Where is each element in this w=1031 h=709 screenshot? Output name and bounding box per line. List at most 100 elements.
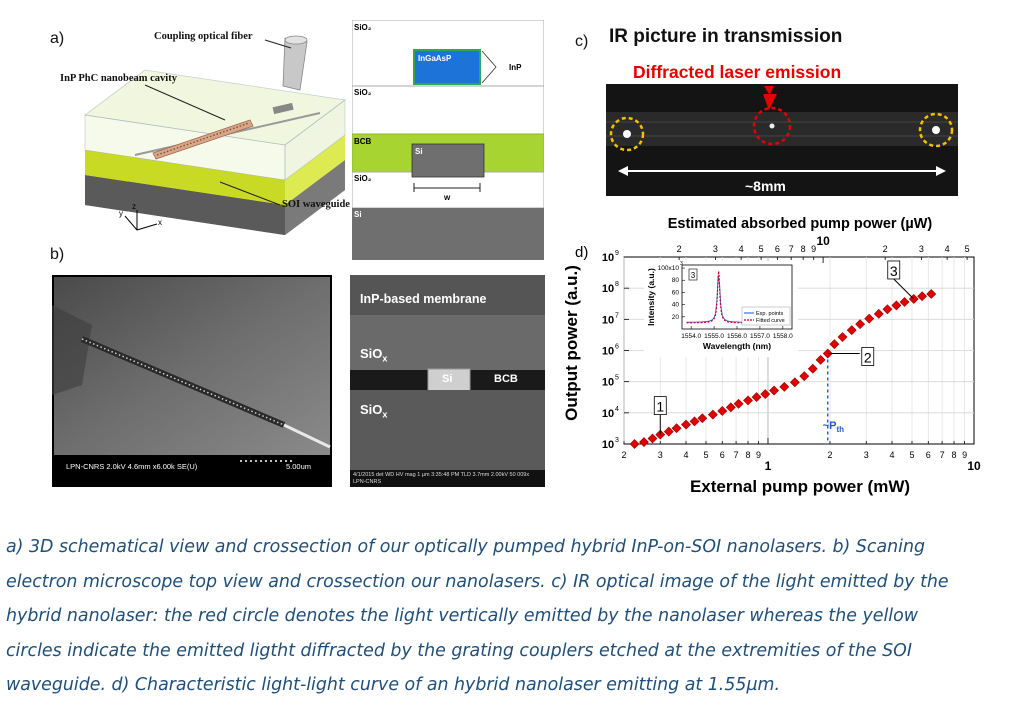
data-point — [864, 313, 875, 324]
label-sio2-mid: SiO₂ — [354, 88, 372, 97]
si-cross-label: Si — [442, 373, 453, 385]
x-tick-label: 7 — [734, 450, 739, 460]
data-point — [829, 339, 840, 350]
ir-image — [606, 84, 958, 196]
data-point — [655, 429, 666, 440]
x-tick-label: 7 — [940, 450, 945, 460]
data-point — [855, 319, 866, 330]
top-tick-label: 4 — [945, 244, 950, 254]
top-tick-label: 2 — [883, 244, 888, 254]
inset-legend-exp: Exp. points — [756, 311, 783, 317]
membrane-label: InP-based membrane — [360, 292, 487, 306]
data-series — [629, 289, 937, 449]
cavity-label: InP PhC nanobeam cavity — [60, 73, 177, 84]
y-tick-exponent: 4 — [615, 406, 619, 413]
y-tick-label: 10 — [602, 252, 614, 264]
y-tick-label: 10 — [602, 346, 614, 358]
red-circle — [752, 106, 792, 146]
si-core — [411, 143, 485, 178]
top-tick-label: 5 — [965, 244, 970, 254]
inset-legend-fit: Fitted curve — [756, 318, 785, 324]
x-tick-label: 3 — [864, 450, 869, 460]
nanobeam-holes — [81, 338, 285, 426]
caption-line: waveguide. d) Characteristic light-light… — [6, 675, 780, 695]
y-tick-label: 10 — [602, 408, 614, 420]
axis-y-label: y — [119, 209, 123, 218]
label-ingaasp: InGaAsP — [418, 54, 452, 63]
nanobeam-cavity — [152, 119, 254, 160]
data-point — [873, 308, 884, 319]
annotation-leader — [893, 278, 915, 300]
annotation-label: 3 — [890, 263, 898, 279]
annotation-box — [861, 347, 875, 366]
light-light-chart: d) Estimated absorbed pump power (µW) Ex… — [562, 216, 981, 496]
top-tick-label: 10 — [816, 234, 830, 248]
label-sio2-bottom: SiO₂ — [354, 174, 372, 183]
data-point — [671, 423, 682, 434]
axis-z-label: z — [132, 202, 136, 211]
red-arrow — [763, 86, 777, 110]
threshold-label-sub: th — [837, 425, 845, 434]
x-tick-label: 8 — [746, 450, 751, 460]
top-tick-label: 9 — [811, 244, 816, 254]
top-axis-title: Estimated absorbed pump power (µW) — [668, 216, 933, 232]
data-point — [663, 426, 674, 437]
top-tick-label: 4 — [739, 244, 744, 254]
data-point — [760, 389, 771, 399]
grating-coupler — [272, 102, 294, 115]
x-tick-label: 6 — [926, 450, 931, 460]
x-tick-label: 5 — [703, 450, 708, 460]
inset-y-tick-label: 80 — [672, 277, 680, 284]
sem-top-scale: 5.00um — [286, 462, 312, 471]
inset-x-tick-label: 1558.0 — [773, 333, 793, 340]
data-point — [647, 433, 658, 444]
x-tick-label: 1 — [765, 459, 772, 473]
x-tick-label: 2 — [827, 450, 832, 460]
panel-label-b: b) — [50, 246, 65, 263]
right-yellow-circle — [918, 112, 954, 148]
inset-x-tick-label: 1554.0 — [681, 333, 701, 340]
inset-y-multiplier-exp: 3 — [680, 261, 683, 267]
axis-x-label: x — [158, 218, 162, 227]
spectrum-inset: 1554.0 1555.0 1556.0 1557.0 1558.0 20 40 60 80 10… — [644, 261, 798, 357]
data-point — [707, 409, 718, 420]
inset-x-label: Wavelength (nm) — [703, 341, 771, 351]
inp-membrane-region — [350, 275, 545, 315]
caption-line: a) 3D schematical view and crossection o… — [6, 537, 926, 557]
layer-sio2-mid — [352, 85, 544, 135]
data-point — [789, 377, 800, 388]
schematic-3d: z x y — [83, 35, 347, 235]
left-yellow-circle — [609, 116, 645, 152]
annotation-label: 2 — [864, 350, 872, 366]
bcb-cross-label: BCB — [494, 373, 518, 385]
data-point — [837, 332, 848, 342]
data-point — [917, 291, 928, 302]
figure-caption: a) 3D schematical view and crossection o… — [6, 530, 1022, 703]
label-sio2-top: SiO₂ — [354, 23, 372, 32]
data-point — [629, 439, 640, 449]
data-point — [725, 402, 736, 413]
y-tick-exponent: 8 — [615, 281, 619, 288]
annotation-label: 1 — [656, 399, 664, 415]
y-tick-label: 10 — [602, 314, 614, 326]
inset-x-tick-label: 1556.0 — [727, 333, 747, 340]
sio-lower-label: SiOx — [360, 402, 388, 420]
top-tick-label: 8 — [801, 244, 806, 254]
data-point — [681, 419, 691, 430]
sio-upper-label: SiOx — [360, 346, 388, 364]
x-tick-label: 5 — [909, 450, 914, 460]
data-point — [891, 300, 902, 311]
inset-x-tick-label: 1555.0 — [704, 333, 724, 340]
panel-label-d: d) — [575, 244, 588, 261]
top-tick-label: 7 — [789, 244, 794, 254]
x-tick-label: 2 — [621, 450, 626, 460]
top-tick-label: 3 — [919, 244, 924, 254]
sio-lower-region — [350, 390, 545, 470]
y-tick-exponent: 3 — [615, 437, 619, 444]
x-tick-label: 6 — [720, 450, 725, 460]
distance-label: ~8mm — [745, 178, 786, 194]
top-tick-label: 5 — [759, 244, 764, 254]
x-tick-label: 9 — [756, 450, 761, 460]
x-axis-title: External pump power (mW) — [690, 477, 910, 496]
data-point — [799, 371, 810, 382]
